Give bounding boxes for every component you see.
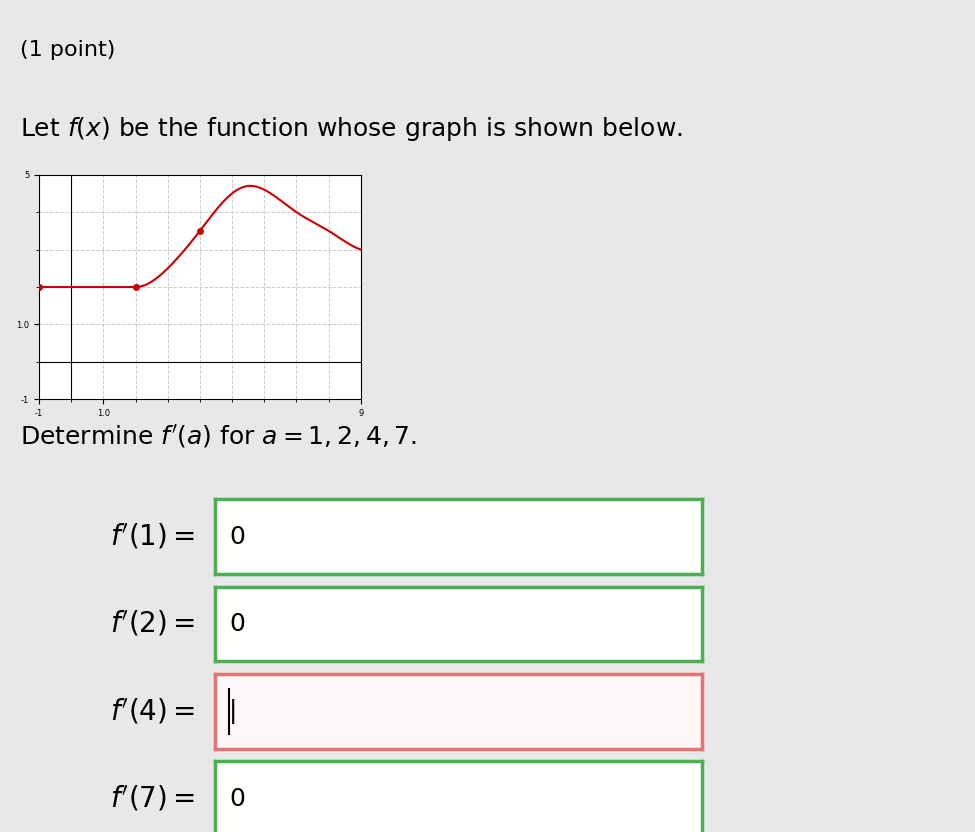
- Text: $f'(4) =$: $f'(4) =$: [110, 696, 195, 726]
- Text: $f'(7) =$: $f'(7) =$: [110, 784, 195, 814]
- Text: 0: 0: [229, 525, 245, 548]
- Text: (1 point): (1 point): [20, 40, 115, 60]
- Text: |: |: [229, 699, 238, 724]
- Text: 0: 0: [229, 787, 245, 810]
- Text: $f'(2) =$: $f'(2) =$: [110, 609, 195, 639]
- Text: Determine $f'(a)$ for $a = 1, 2, 4, 7$.: Determine $f'(a)$ for $a = 1, 2, 4, 7$.: [20, 423, 416, 450]
- Text: Let $f(x)$ be the function whose graph is shown below.: Let $f(x)$ be the function whose graph i…: [20, 115, 682, 143]
- Text: 0: 0: [229, 612, 245, 636]
- Text: $f'(1) =$: $f'(1) =$: [110, 522, 195, 552]
